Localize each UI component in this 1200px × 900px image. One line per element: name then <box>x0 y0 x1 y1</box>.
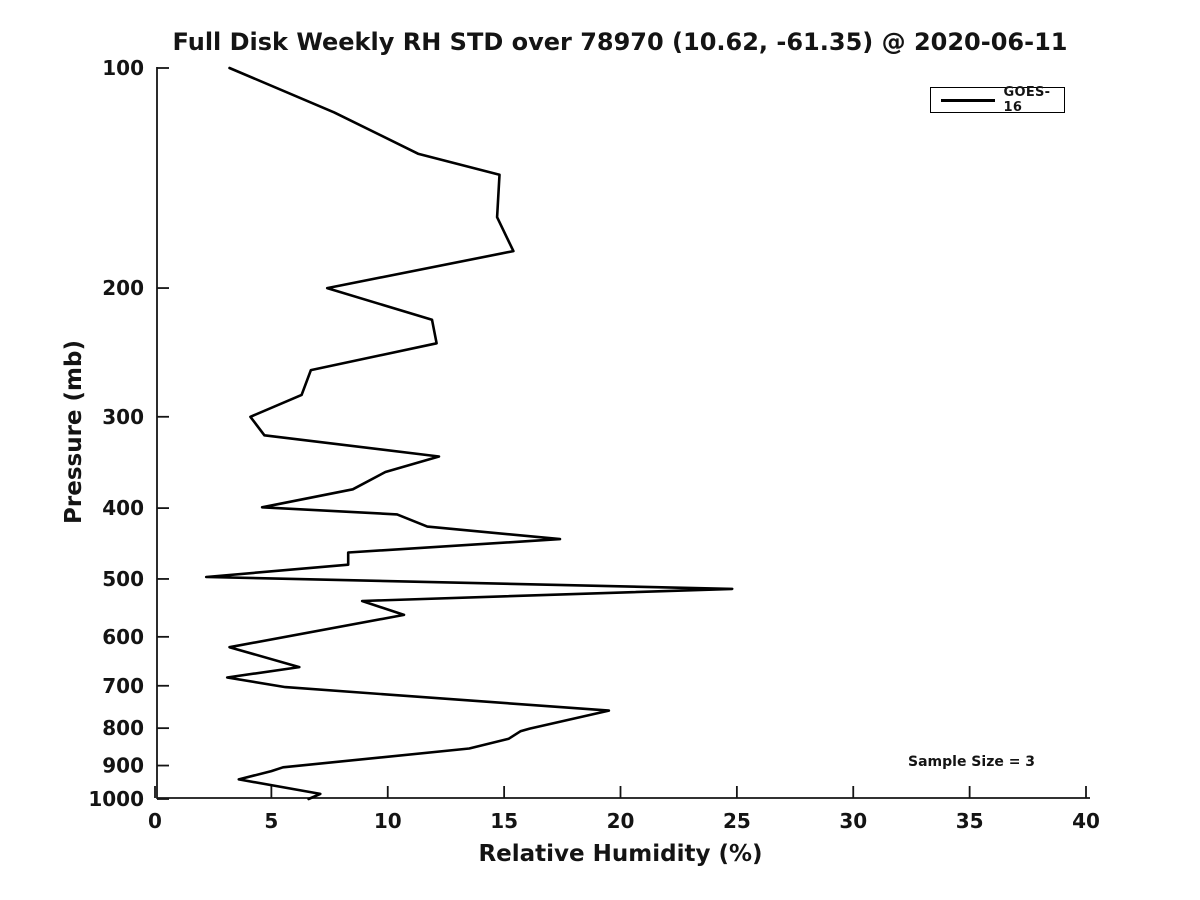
x-tick-label: 20 <box>607 809 635 833</box>
x-tick-label: 40 <box>1072 809 1100 833</box>
y-tick-label: 300 <box>102 405 144 429</box>
x-tick-label: 5 <box>264 809 278 833</box>
legend-line-sample <box>941 98 995 102</box>
axes <box>156 67 1090 799</box>
x-tick-label: 0 <box>148 809 162 833</box>
chart-title: Full Disk Weekly RH STD over 78970 (10.6… <box>172 28 1068 56</box>
y-tick-label: 900 <box>102 754 144 778</box>
x-tick-label: 10 <box>374 809 402 833</box>
x-tick-label: 15 <box>490 809 518 833</box>
y-tick-label: 700 <box>102 674 144 698</box>
sample-size-annotation: Sample Size = 3 <box>908 754 1036 770</box>
y-tick-label: 1000 <box>88 787 144 811</box>
y-axis-label: Pressure (mb) <box>61 340 87 524</box>
axis-spines <box>156 67 1090 799</box>
y-tick-label: 500 <box>102 567 144 591</box>
x-tick-label: 35 <box>956 809 984 833</box>
x-axis-label: Relative Humidity (%) <box>478 841 763 867</box>
y-tick-label: 100 <box>102 56 144 80</box>
y-tick-label: 800 <box>102 716 144 740</box>
y-tick-label: 200 <box>102 276 144 300</box>
legend: GOES-16 <box>930 85 1065 115</box>
legend-label: GOES-16 <box>1003 85 1051 115</box>
axis-ticks <box>154 67 1087 800</box>
y-tick-label: 400 <box>102 496 144 520</box>
goes16-line <box>204 66 734 801</box>
x-tick-label: 30 <box>839 809 867 833</box>
series-line-goes-16 <box>204 66 734 801</box>
y-tick-label: 600 <box>102 625 144 649</box>
x-tick-label: 25 <box>723 809 751 833</box>
